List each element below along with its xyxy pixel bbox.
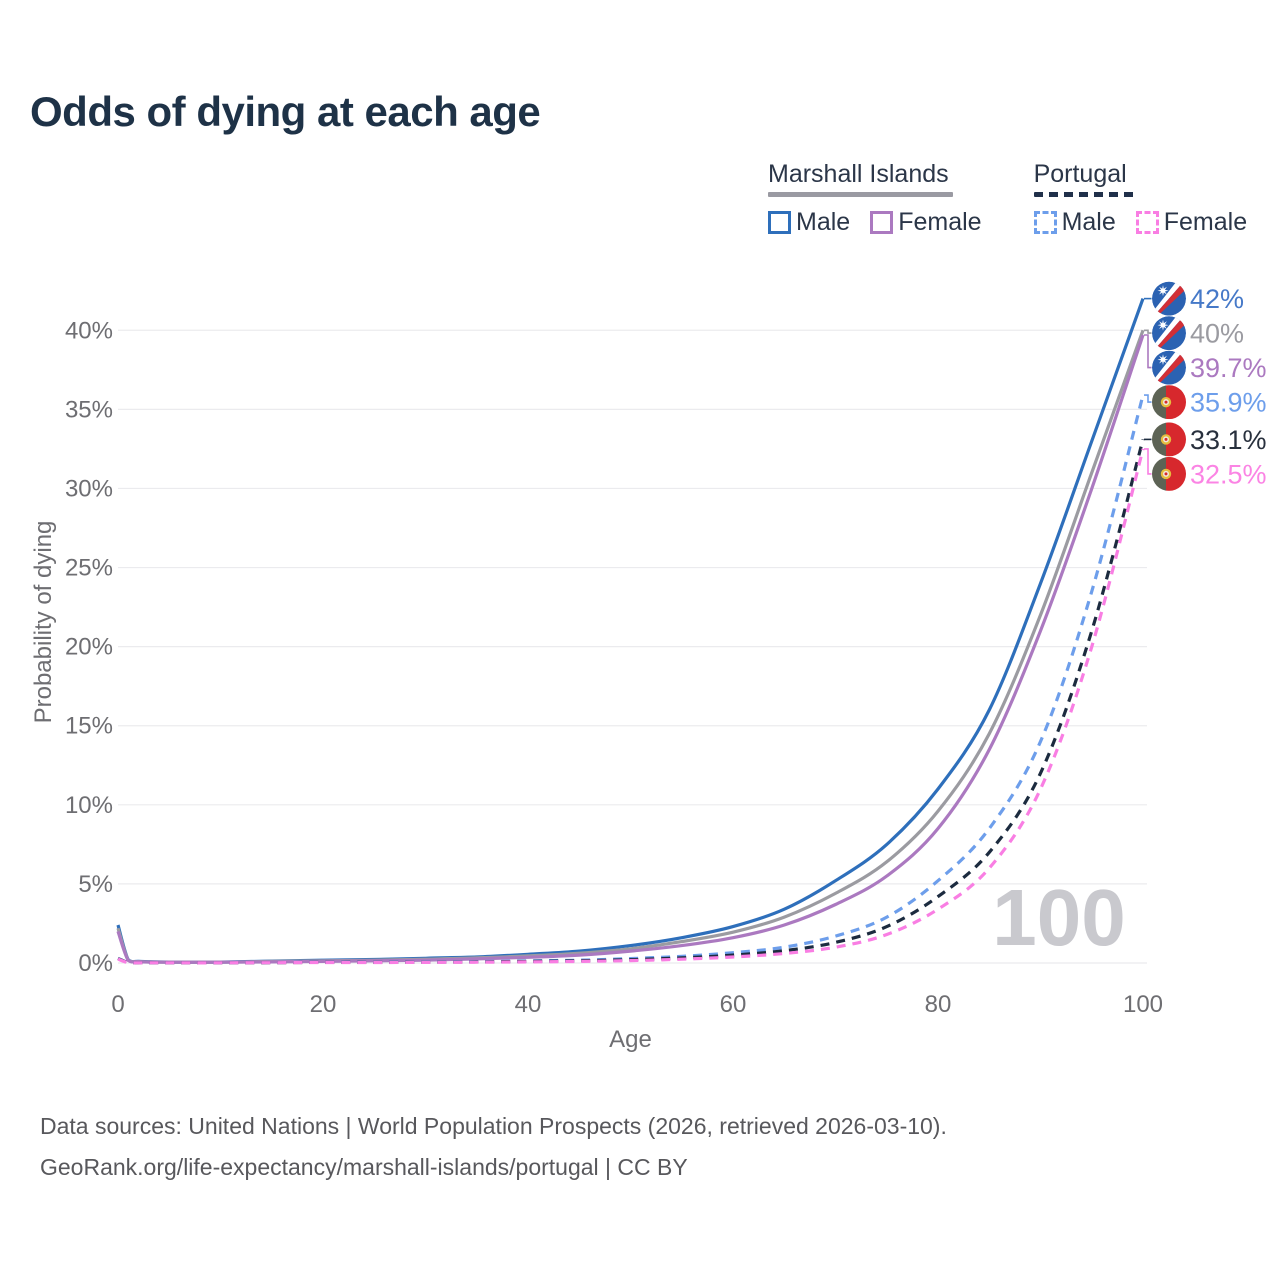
y-tick-label: 5% bbox=[78, 871, 113, 898]
y-tick-label: 10% bbox=[65, 792, 113, 819]
y-tick-label: 40% bbox=[65, 317, 113, 344]
marshall-islands-flag-icon bbox=[1152, 281, 1186, 316]
y-tick-label: 25% bbox=[65, 555, 113, 582]
y-tick-label: 30% bbox=[65, 475, 113, 502]
x-tick-label: 60 bbox=[720, 991, 747, 1018]
label-connector bbox=[1144, 394, 1152, 403]
y-tick-label: 20% bbox=[65, 634, 113, 661]
legend-row: Male Female bbox=[1033, 208, 1248, 237]
chart-canvas: 100 0% 5% 10% 15% 20% 25% 30% 35% 40% 0 20 40 60 80 100… bbox=[65, 281, 1267, 1018]
y-tick-label: 35% bbox=[65, 396, 113, 423]
x-tick-label: 20 bbox=[310, 991, 337, 1018]
legend-swatch-pt-male bbox=[1033, 211, 1057, 234]
legend-item-pt-male[interactable]: Male bbox=[1033, 208, 1116, 237]
end-value-label: 33.1% bbox=[1190, 425, 1267, 455]
label-connector bbox=[1144, 448, 1152, 475]
legend-item-pt-female[interactable]: Female bbox=[1135, 208, 1248, 237]
label-connector bbox=[1144, 334, 1152, 369]
series-line-marshall-islands-male[interactable] bbox=[116, 298, 1145, 964]
legend-item-mi-female[interactable]: Female bbox=[870, 208, 982, 237]
end-value-label: 39.7% bbox=[1190, 353, 1267, 383]
legend-label: Male bbox=[796, 208, 851, 236]
x-tick-label: 0 bbox=[111, 991, 124, 1018]
footer: Data sources: United Nations | World Pop… bbox=[40, 1106, 947, 1188]
label-connector bbox=[1144, 329, 1152, 334]
x-tick-label: 40 bbox=[515, 991, 542, 1018]
portugal-flag-icon bbox=[1152, 456, 1186, 491]
y-tick-label: 0% bbox=[78, 950, 113, 977]
legend-swatch-mi-female bbox=[870, 211, 894, 234]
portugal-flag-icon bbox=[1152, 385, 1186, 420]
footer-source-line: Data sources: United Nations | World Pop… bbox=[40, 1113, 947, 1139]
footer-link-line: GeoRank.org/life-expectancy/marshall-isl… bbox=[40, 1154, 688, 1180]
legend-label: Male bbox=[1061, 208, 1116, 236]
legend-label: Female bbox=[898, 208, 982, 236]
legend-group-title: Portugal bbox=[1033, 160, 1127, 188]
series-line-marshall-islands-female[interactable] bbox=[116, 334, 1145, 964]
legend-swatch-mi-male bbox=[768, 211, 791, 234]
watermark-age-100: 100 bbox=[992, 873, 1125, 962]
legend: Marshall Islands Male Female Portugal Ma… bbox=[768, 160, 1247, 237]
y-axis-title: Probability of dying bbox=[30, 520, 57, 724]
marshall-islands-flag-icon bbox=[1152, 316, 1186, 351]
legend-swatch-pt-female bbox=[1135, 211, 1159, 234]
x-tick-label: 100 bbox=[1123, 991, 1163, 1018]
marshall-islands-flag-icon bbox=[1152, 350, 1186, 385]
end-value-label: 40% bbox=[1190, 319, 1244, 349]
y-tick-label: 15% bbox=[65, 713, 113, 740]
legend-row: Male Female bbox=[768, 208, 982, 237]
portugal-flag-icon bbox=[1152, 422, 1186, 457]
legend-group-marshall-islands: Marshall Islands Male Female bbox=[768, 160, 982, 237]
x-tick-label: 80 bbox=[925, 991, 952, 1018]
x-axis-title: Age bbox=[609, 1026, 652, 1053]
legend-item-mi-male[interactable]: Male bbox=[768, 208, 850, 237]
legend-label: Female bbox=[1163, 208, 1248, 236]
legend-group-portugal: Portugal Male Female bbox=[1033, 160, 1248, 237]
legend-group-title: Marshall Islands bbox=[768, 160, 949, 188]
end-value-label: 42% bbox=[1190, 284, 1244, 314]
end-value-label: 32.5% bbox=[1190, 459, 1267, 489]
chart-title: Odds of dying at each age bbox=[30, 88, 541, 135]
series-line-portugal-female[interactable] bbox=[117, 448, 1145, 965]
end-value-label: 35.9% bbox=[1190, 388, 1267, 418]
legend-line-swatch-marshall-islands bbox=[768, 192, 953, 197]
series-line-portugal-male[interactable] bbox=[117, 394, 1145, 965]
legend-line-swatch-portugal bbox=[1033, 192, 1134, 197]
